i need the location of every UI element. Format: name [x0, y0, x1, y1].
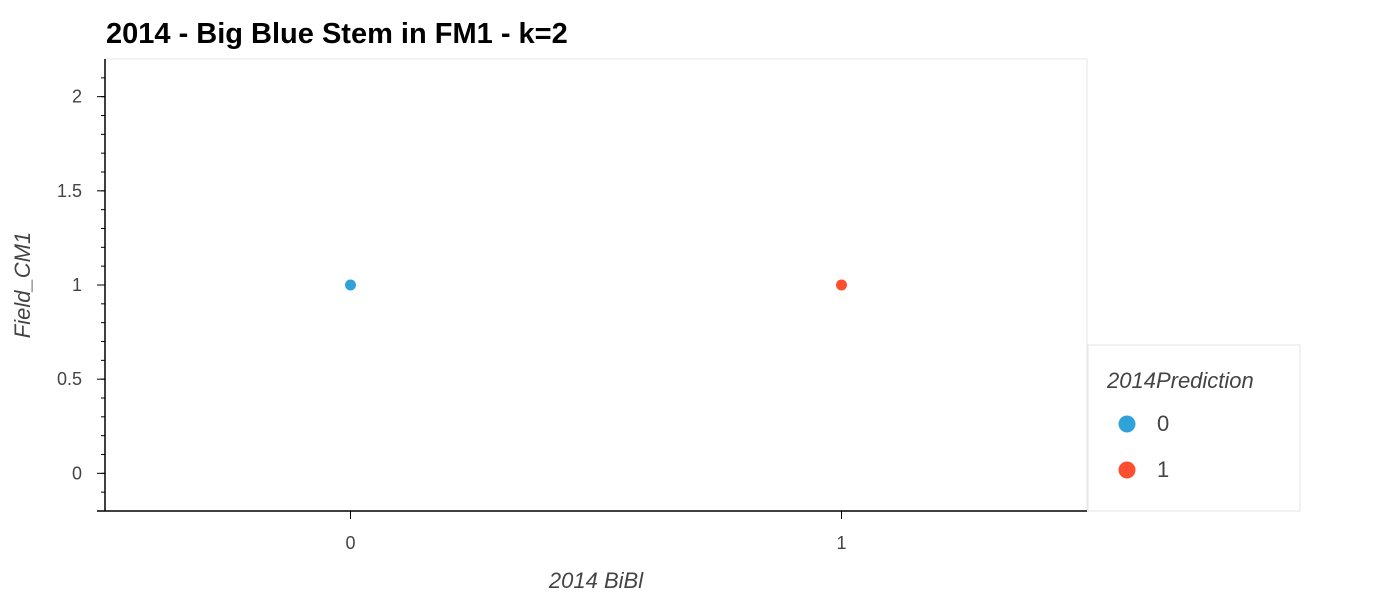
legend-marker	[1118, 415, 1136, 433]
legend-marker	[1118, 461, 1136, 479]
y-axis-label: Field_CM1	[10, 232, 35, 338]
x-tick-label: 1	[836, 533, 846, 553]
y-tick-label: 2	[72, 87, 82, 107]
legend: 2014Prediction 0 1	[1087, 344, 1301, 512]
legend-entry-label: 0	[1157, 411, 1169, 436]
y-axis: 0 0.5 1 1.5 2	[57, 59, 106, 511]
x-tick-label: 0	[345, 533, 355, 553]
legend-title: 2014Prediction	[1106, 368, 1254, 393]
plot-frame	[104, 58, 1088, 512]
y-tick-label: 1.5	[57, 181, 82, 201]
x-axis-label: 2014 BiBl	[548, 568, 644, 593]
y-tick-label: 0.5	[57, 369, 82, 389]
legend-entry-label: 1	[1157, 457, 1169, 482]
y-tick-label: 0	[72, 463, 82, 483]
chart-title: 2014 - Big Blue Stem in FM1 - k=2	[106, 18, 568, 50]
y-tick-label: 1	[72, 275, 82, 295]
scatter-point	[345, 279, 356, 291]
scatter-point	[836, 279, 847, 291]
data-points	[345, 279, 847, 291]
